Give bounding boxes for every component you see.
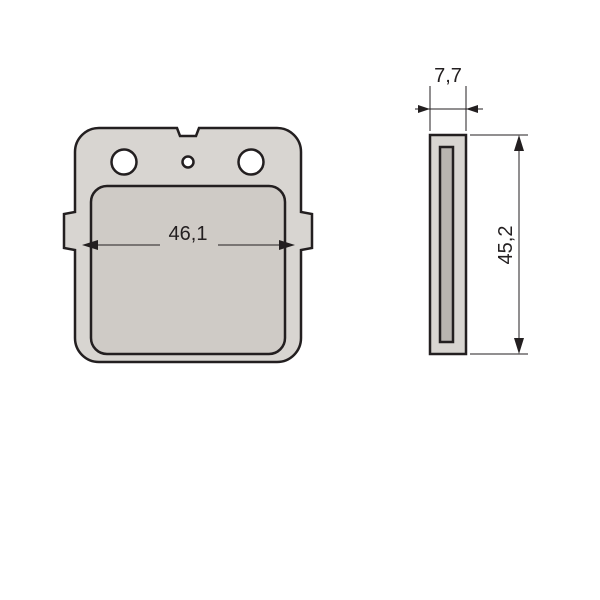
mounting-hole-right bbox=[239, 150, 264, 175]
front-view: 46,1 bbox=[64, 128, 312, 362]
technical-drawing: 46,1 7,7 45,2 bbox=[0, 0, 600, 600]
height-dimension: 45,2 bbox=[470, 135, 528, 354]
center-pin-hole bbox=[183, 157, 194, 168]
thickness-label: 7,7 bbox=[434, 65, 462, 87]
friction-face bbox=[91, 186, 285, 354]
side-view bbox=[430, 135, 466, 354]
width-label: 46,1 bbox=[169, 223, 208, 245]
mounting-hole-left bbox=[112, 150, 137, 175]
height-label: 45,2 bbox=[495, 226, 517, 265]
side-friction bbox=[440, 147, 453, 342]
thickness-dimension: 7,7 bbox=[415, 65, 483, 131]
